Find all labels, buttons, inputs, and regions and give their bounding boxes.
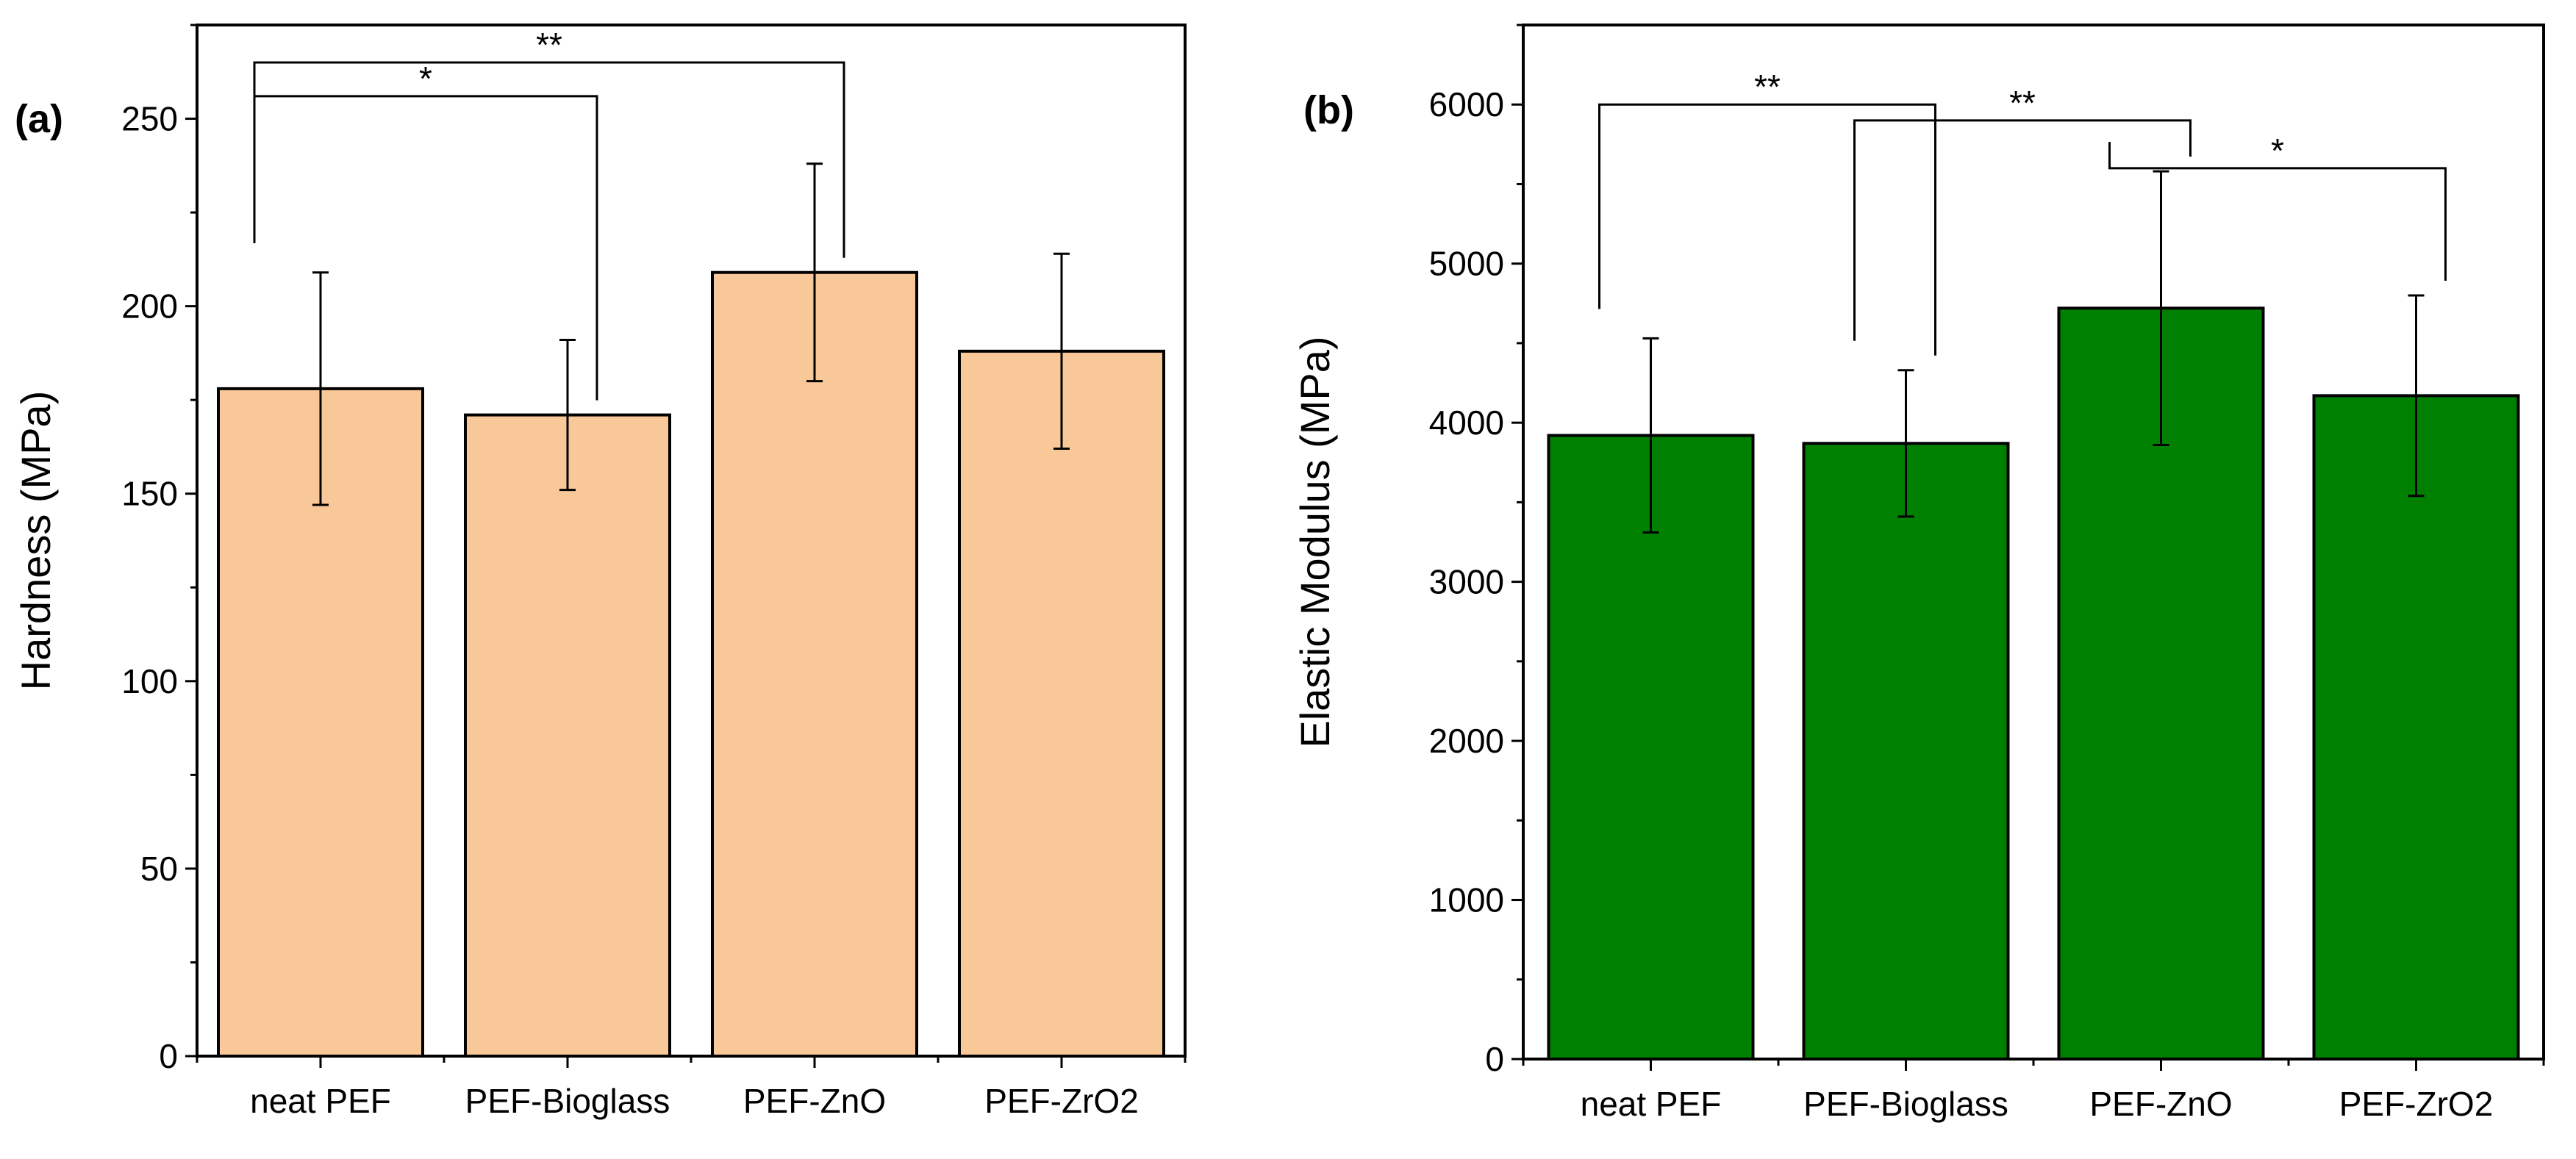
y-tick-label: 250: [121, 100, 178, 138]
significance-label: *: [2271, 132, 2284, 170]
significance-bracket-2: [253, 95, 598, 401]
significance-bracket-1: [1598, 103, 1936, 356]
y-tick-label: 0: [159, 1037, 178, 1075]
error-bar-3: [806, 162, 823, 383]
y-tick-label: 200: [121, 287, 178, 326]
error-bar-4: [2408, 294, 2425, 498]
x-category-label: neat PEF: [1581, 1085, 1722, 1123]
chart-panel-1: 0 50 100 150 200 250 neat PEF PEF-Bioglass PEF-Z…: [12, 24, 1187, 1120]
bar-3: [711, 270, 918, 1058]
x-category-label: PEF-ZnO: [2089, 1085, 2232, 1123]
x-category-label: neat PEF: [250, 1082, 391, 1120]
x-category-label: PEF-Bioglass: [1803, 1085, 2008, 1123]
error-bar-2: [559, 339, 576, 492]
bar-4: [958, 349, 1165, 1058]
significance-bracket-3: [2108, 142, 2447, 281]
significance-line: [253, 61, 845, 258]
y-tick-label: 50: [140, 850, 178, 888]
panel-label: (b): [1303, 88, 1354, 132]
significance-label: *: [419, 60, 432, 98]
y-tick-label: 2000: [1429, 722, 1504, 760]
y-tick-label: 1000: [1429, 881, 1504, 919]
y-tick-label: 0: [1485, 1040, 1504, 1078]
y-tick-label: 6000: [1429, 85, 1504, 123]
y-axis-title: Elastic Modulus (MPa): [1292, 336, 1338, 747]
panel-label: (a): [15, 97, 63, 141]
significance-bracket-1: [253, 61, 845, 258]
error-bar-3: [2153, 170, 2169, 446]
significance-line: [1853, 119, 2192, 341]
bar-1: [1547, 434, 1755, 1061]
x-category-label: PEF-ZrO2: [2339, 1085, 2494, 1123]
error-bar-4: [1053, 252, 1070, 451]
significance-label: **: [536, 26, 562, 64]
x-category-label: PEF-ZnO: [743, 1082, 886, 1120]
error-bar-1: [1642, 337, 1659, 534]
y-tick-label: 150: [121, 475, 178, 513]
bar-2: [464, 413, 671, 1058]
x-category-label: PEF-Bioglass: [465, 1082, 670, 1120]
significance-label: **: [2009, 84, 2036, 122]
significance-line: [253, 95, 598, 401]
significance-label: **: [1754, 68, 1781, 106]
y-axis-title: Hardness (MPa): [12, 391, 59, 691]
y-tick-label: 3000: [1429, 563, 1504, 601]
error-bar-1: [312, 271, 329, 506]
bar-4: [2312, 394, 2520, 1061]
significance-bracket-2: [1853, 119, 2192, 341]
bar-2: [1802, 442, 2010, 1061]
y-tick-label: 100: [121, 662, 178, 700]
significance-line: [2108, 142, 2447, 281]
y-tick-label: 5000: [1429, 245, 1504, 283]
significance-line: [1598, 103, 1936, 356]
y-tick-label: 4000: [1429, 403, 1504, 442]
x-category-label: PEF-ZrO2: [984, 1082, 1139, 1120]
chart-panel-2: 0 1000 2000 3000 4000 5000 6000 neat PEF PEF-Bio…: [1292, 24, 2545, 1123]
error-bar-2: [1897, 369, 1914, 518]
